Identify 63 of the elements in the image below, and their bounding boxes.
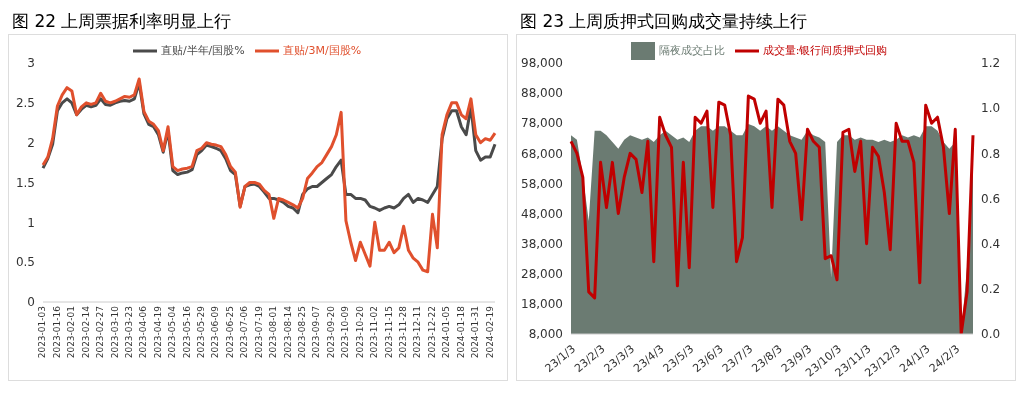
y-tick-label: 48,000: [521, 206, 563, 221]
x-tick-label: 2023-12-11: [412, 306, 423, 359]
y-tick-label: 28,000: [521, 267, 563, 282]
chart-title: 图 23 上周质押式回购成交量持续上行: [519, 10, 809, 33]
x-tick-label: 2023-06-25: [224, 306, 235, 359]
y2-tick-label: 1.0: [981, 101, 1001, 116]
x-tick-label: 2023-10-09: [340, 305, 351, 359]
y-tick-label: 68,000: [521, 146, 563, 161]
chart-title: 图 22 上周票据利率明显上行: [11, 10, 233, 33]
y2-tick-label: 0.8: [981, 146, 1001, 161]
x-tick-label: 2023-12-22: [426, 306, 437, 359]
x-tick-label: 2023-01-03: [37, 306, 48, 359]
x-tick-label: 2023-10-20: [354, 305, 365, 359]
x-tick-label: 2024-01-05: [441, 306, 452, 359]
x-tick-label: 2023-09-07: [311, 306, 322, 359]
x-tick-label: 2023-02-27: [95, 306, 106, 359]
legend-label: 直贴/半年/国股%: [160, 44, 245, 57]
x-tick-label: 2023-11-28: [398, 305, 409, 359]
y2-tick-label: 1.2: [981, 56, 1001, 71]
x-tick-label: 2023-11-15: [383, 306, 394, 359]
y-tick-label: 1.5: [15, 175, 35, 190]
x-tick-label: 2024-01-31: [470, 306, 481, 359]
x-tick-label: 2023-05-04: [167, 305, 178, 359]
x-tick-label: 2024-02-19: [484, 305, 495, 359]
y2-tick-label: 0.0: [981, 327, 1001, 342]
x-tick-label: 2023-05-29: [196, 305, 207, 359]
x-tick-label: 2023-05-16: [181, 305, 192, 359]
x-tick-label: 2023-09-20: [325, 305, 336, 359]
y2-tick-label: 0.4: [981, 236, 1001, 251]
y2-tick-label: 0.2: [981, 282, 1001, 297]
x-tick-label: 2023-04-19: [152, 305, 163, 359]
y-tick-label: 38,000: [521, 236, 563, 251]
legend-label: 隔夜成交占比: [658, 44, 725, 57]
x-tick-label: 2023-02-14: [80, 305, 91, 359]
y-tick-label: 2.5: [15, 96, 35, 111]
x-tick-label: 2024-01-18: [455, 305, 466, 359]
x-tick-label: 2023-03-10: [109, 305, 120, 359]
y-tick-label: 1: [27, 215, 35, 230]
x-tick-label: 2023-07-06: [239, 305, 250, 359]
x-tick-label: 2023-08-25: [297, 306, 308, 359]
y-tick-label: 18,000: [521, 297, 563, 312]
y-tick-label: 78,000: [521, 116, 563, 131]
x-tick-label: 2023-08-14: [282, 305, 293, 359]
x-tick-label: 2023-03-23: [123, 306, 134, 359]
x-tick-label: 2023-02-01: [66, 306, 77, 359]
y-tick-label: 8,000: [528, 327, 563, 342]
y2-tick-label: 0.6: [981, 191, 1001, 206]
y-tick-label: 2: [27, 135, 35, 150]
y-tick-label: 98,000: [521, 56, 563, 71]
y-tick-label: 3: [27, 56, 35, 71]
x-tick-label: 2023-07-19: [253, 305, 264, 359]
y-tick-label: 58,000: [521, 176, 563, 191]
x-tick-label: 2023-06-09: [210, 305, 221, 359]
x-tick-label: 2023-04-06: [138, 305, 149, 359]
x-tick-label: 2023-01-16: [51, 305, 62, 359]
line-series: [41, 77, 497, 274]
x-tick-label: 2023-08-01: [268, 306, 279, 359]
x-tick-label: 2023-11-02: [369, 306, 380, 359]
y-tick-label: 88,000: [521, 86, 563, 101]
y-tick-label: 0.5: [15, 255, 35, 270]
legend-label: 成交量:银行间质押式回购: [762, 44, 888, 57]
y-tick-label: 0: [27, 295, 35, 310]
legend-label: 直贴/3M/国股%: [282, 44, 362, 57]
